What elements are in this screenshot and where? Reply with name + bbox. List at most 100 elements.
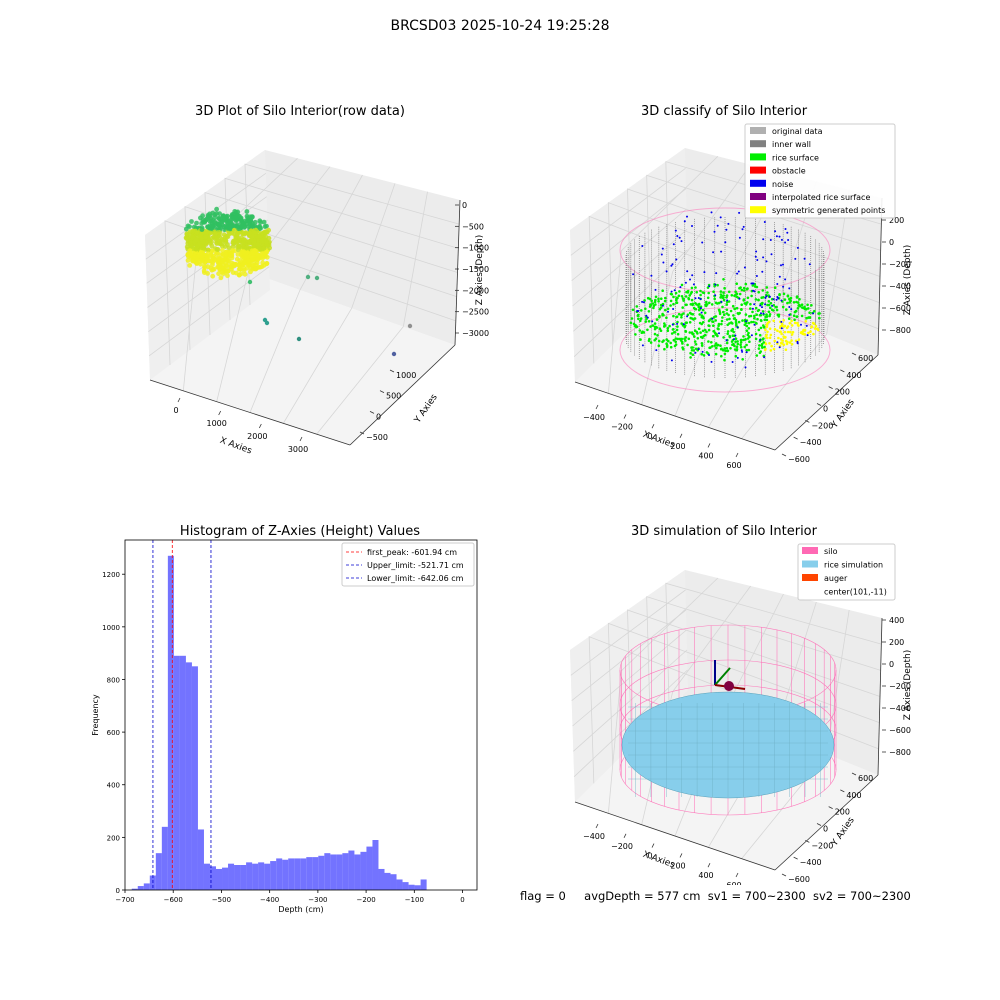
cls-surface-point bbox=[741, 358, 744, 361]
cls-surface-point bbox=[727, 290, 731, 294]
cls-surface-point bbox=[685, 290, 688, 294]
raw-rice-point bbox=[227, 226, 233, 232]
cls-surface-point bbox=[690, 286, 694, 290]
cls-surface-point bbox=[704, 303, 707, 307]
raw-rice-point bbox=[216, 215, 222, 221]
cls-surface-point bbox=[735, 348, 739, 351]
sim-y-tick-label: −400 bbox=[800, 858, 822, 867]
cls-surface-point bbox=[755, 354, 759, 357]
raw-rice-point bbox=[218, 252, 224, 258]
cls-surface-point bbox=[666, 307, 670, 311]
cls-x-tick-label: 400 bbox=[698, 451, 713, 460]
cls-surface-point bbox=[753, 317, 756, 320]
sim-legend-label: auger bbox=[824, 574, 848, 583]
sim-x-tick-label: −200 bbox=[611, 842, 633, 851]
histogram-bar bbox=[252, 863, 259, 890]
cls-surface-point bbox=[674, 291, 678, 295]
histogram-bar bbox=[324, 853, 331, 890]
cls-surface-point bbox=[669, 299, 673, 303]
cls-surface-point bbox=[684, 330, 688, 333]
cls-surface-point bbox=[763, 318, 766, 322]
cls-noise-point bbox=[753, 323, 756, 326]
histogram-bar bbox=[185, 662, 192, 890]
cls-surface-point bbox=[663, 299, 667, 303]
sim-y-tick-label: 200 bbox=[835, 808, 850, 817]
sim-z-tick-label: −800 bbox=[889, 748, 911, 757]
cls-surface-point bbox=[749, 307, 752, 310]
cls-surface-point bbox=[800, 314, 804, 318]
cls-surface-point bbox=[680, 316, 683, 319]
cls-surface-point bbox=[765, 324, 768, 327]
cls-surface-point bbox=[681, 306, 684, 309]
cls-noise-point bbox=[771, 304, 774, 307]
cls-surface-point bbox=[649, 325, 652, 328]
raw-rice-point bbox=[230, 248, 235, 253]
raw-z-tick-label: −500 bbox=[462, 222, 484, 231]
raw-rice-point bbox=[212, 229, 217, 235]
cls-surface-point bbox=[731, 343, 734, 346]
sim-legend-label: center(101,-11) bbox=[824, 588, 887, 597]
cls-surface-point bbox=[769, 349, 773, 352]
cls-surface-point bbox=[714, 352, 718, 356]
cls-noise-point bbox=[755, 250, 758, 253]
cls-surface-point bbox=[761, 310, 765, 313]
cls-surface-point bbox=[710, 303, 714, 306]
cls-noise-point bbox=[777, 297, 780, 300]
histogram-bar bbox=[342, 853, 349, 890]
cls-surface-point bbox=[714, 319, 717, 322]
cls-surface-point bbox=[636, 313, 640, 317]
raw-rice-point bbox=[214, 251, 219, 257]
cls-surface-point bbox=[643, 299, 646, 302]
cls-legend-label: rice surface bbox=[772, 153, 819, 162]
sim-y-tick bbox=[793, 856, 798, 860]
cls-surface-point bbox=[691, 332, 695, 336]
raw-rice-point bbox=[228, 253, 234, 258]
cls-surface-point bbox=[747, 321, 751, 325]
raw-grid-line bbox=[282, 308, 353, 424]
cls-z-tick-label: 200 bbox=[889, 216, 904, 225]
cls-surface-point bbox=[803, 328, 807, 332]
cls-surface-point bbox=[716, 344, 719, 347]
cls-surface-point bbox=[700, 322, 703, 326]
cls-surface-point bbox=[653, 300, 657, 304]
cls-noise-point bbox=[776, 341, 779, 344]
cls-surface-point bbox=[707, 328, 711, 332]
cls-noise-point bbox=[780, 327, 783, 330]
cls-surface-point bbox=[721, 305, 724, 309]
cls-surface-point bbox=[788, 321, 792, 325]
cls-surface-point bbox=[664, 296, 667, 300]
cls-surface-point bbox=[762, 326, 766, 329]
cls-noise-point bbox=[796, 342, 799, 345]
cls-legend-label: symmetric generated points bbox=[772, 206, 885, 215]
raw-x-tick-label: 1000 bbox=[206, 419, 226, 428]
cls-surface-point bbox=[812, 332, 815, 336]
cls-surface-point bbox=[699, 293, 702, 297]
cls-surface-point bbox=[807, 307, 810, 310]
raw-rice-point bbox=[243, 218, 248, 224]
raw-x-tick bbox=[258, 423, 262, 429]
raw-rice-point bbox=[247, 214, 253, 220]
histogram-x-tick-label: −100 bbox=[405, 896, 424, 904]
raw-rice-point bbox=[266, 235, 272, 241]
cls-surface-point bbox=[680, 340, 684, 344]
raw-rice-point bbox=[229, 222, 235, 228]
histogram-bar bbox=[137, 886, 144, 890]
raw-rice-point bbox=[225, 273, 230, 279]
cls-noise-point bbox=[672, 308, 675, 310]
raw-x-tick bbox=[299, 436, 303, 442]
cls-noise-point bbox=[710, 211, 713, 214]
sim-grid-line bbox=[665, 582, 882, 709]
cls-surface-point bbox=[646, 296, 650, 300]
cls-noise-point bbox=[736, 326, 739, 329]
histogram-y-tick-label: 600 bbox=[107, 729, 120, 737]
cls-surface-point bbox=[714, 333, 718, 336]
cls-surface-point bbox=[773, 286, 777, 289]
raw-y-tick bbox=[369, 410, 375, 414]
cls-surface-point bbox=[691, 346, 694, 349]
cls-noise-point bbox=[714, 294, 717, 297]
raw-rice-point bbox=[217, 211, 222, 216]
cls-surface-point bbox=[702, 354, 706, 357]
sim-legend-swatch bbox=[802, 574, 818, 581]
raw-rice-point bbox=[223, 251, 229, 257]
histogram-bar bbox=[282, 859, 289, 890]
